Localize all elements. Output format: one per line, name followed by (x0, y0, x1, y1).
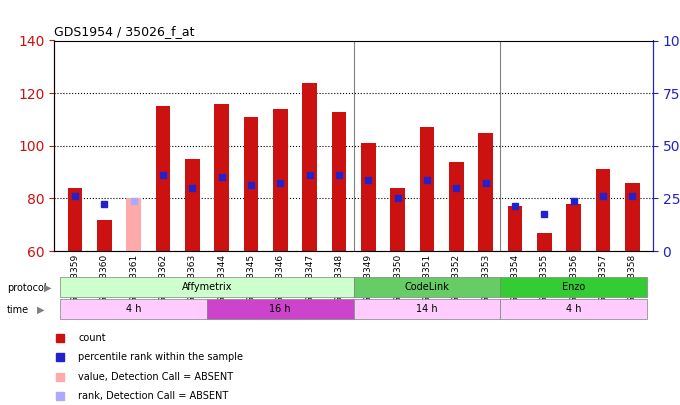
Bar (625, 183, 640, 251)
Text: ▶: ▶ (37, 305, 45, 315)
Bar (273, 109, 288, 251)
Text: protocol: protocol (7, 283, 46, 292)
Bar (303, 83, 317, 251)
Text: 4 h: 4 h (566, 304, 581, 314)
Bar (97, 220, 112, 251)
Text: time: time (7, 305, 29, 315)
FancyBboxPatch shape (61, 277, 354, 296)
Bar (361, 143, 375, 251)
Bar (596, 169, 610, 251)
Bar (126, 198, 141, 251)
Bar (566, 204, 581, 251)
FancyBboxPatch shape (354, 277, 500, 296)
Bar (537, 232, 551, 251)
Bar (332, 111, 346, 251)
FancyBboxPatch shape (500, 299, 647, 319)
Bar (185, 159, 200, 251)
Text: Affymetrix: Affymetrix (182, 281, 232, 292)
Bar (243, 117, 258, 251)
Bar (214, 104, 229, 251)
Bar (390, 188, 405, 251)
Text: 4 h: 4 h (126, 304, 141, 314)
Text: CodeLink: CodeLink (405, 281, 449, 292)
Text: count: count (78, 333, 106, 343)
Text: ▶: ▶ (44, 283, 52, 292)
Bar (156, 106, 170, 251)
Text: Enzo: Enzo (562, 281, 585, 292)
Bar (478, 132, 493, 251)
Bar (449, 162, 464, 251)
Bar (67, 188, 82, 251)
FancyBboxPatch shape (61, 299, 207, 319)
Text: 16 h: 16 h (269, 304, 291, 314)
Bar (420, 127, 435, 251)
Text: value, Detection Call = ABSENT: value, Detection Call = ABSENT (78, 371, 233, 382)
Text: GDS1954 / 35026_f_at: GDS1954 / 35026_f_at (54, 25, 195, 38)
FancyBboxPatch shape (500, 277, 647, 296)
Text: 14 h: 14 h (416, 304, 438, 314)
Text: rank, Detection Call = ABSENT: rank, Detection Call = ABSENT (78, 391, 228, 401)
FancyBboxPatch shape (354, 299, 500, 319)
Bar (507, 206, 522, 251)
FancyBboxPatch shape (207, 299, 354, 319)
Text: percentile rank within the sample: percentile rank within the sample (78, 352, 243, 362)
